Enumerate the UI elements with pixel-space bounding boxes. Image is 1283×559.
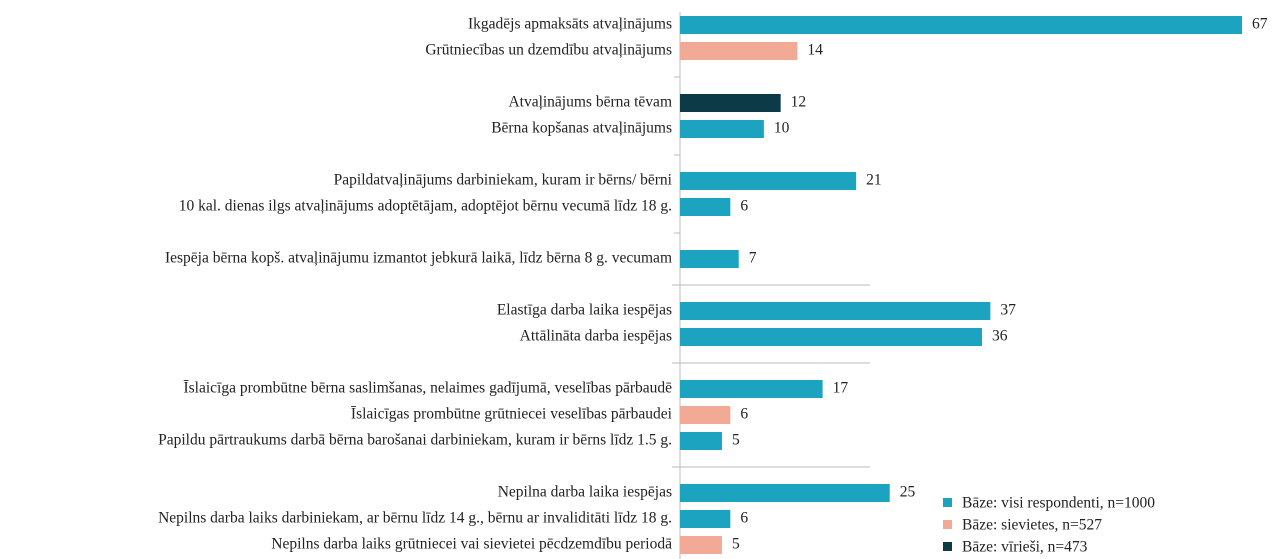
category-label: 10 kal. dienas ilgs atvaļinājums adoptēt… (179, 198, 672, 215)
category-label: Īslaicīga prombūtne bērna saslimšanas, n… (183, 380, 672, 397)
bar (680, 42, 798, 60)
value-label: 5 (732, 536, 740, 553)
bar (680, 250, 739, 268)
category-label: Attālināta darba iespējas (520, 328, 672, 345)
legend-swatch (943, 520, 952, 529)
value-label: 14 (807, 42, 823, 59)
value-label: 6 (740, 406, 748, 423)
value-label: 17 (833, 380, 849, 397)
category-label: Bērna kopšanas atvaļinājums (491, 120, 672, 137)
bar (680, 510, 731, 528)
value-label: 6 (740, 510, 748, 527)
category-label: Īslaicīgas prombūtne grūtniecei veselība… (351, 406, 673, 423)
bar (680, 328, 982, 346)
legend-label: Bāze: visi respondenti, n=1000 (962, 495, 1155, 512)
bar (680, 484, 890, 502)
category-label: Elastīga darba laika iespējas (497, 302, 672, 319)
legend-label: Bāze: sievietes, n=527 (962, 517, 1102, 534)
category-label: Iespēja bērna kopš. atvaļinājumu izmanto… (165, 250, 672, 267)
bar (680, 536, 722, 554)
value-label: 12 (791, 94, 807, 111)
legend-swatch (943, 542, 952, 551)
legend-label: Bāze: vīrieši, n=473 (962, 539, 1088, 556)
value-label: 7 (749, 250, 757, 267)
bar (680, 94, 781, 112)
category-label: Nepilna darba laika iespējas (498, 484, 672, 501)
value-label: 5 (732, 432, 740, 449)
category-label: Papildu pārtraukums darbā bērna barošana… (158, 432, 672, 449)
value-label: 10 (774, 120, 790, 137)
bar (680, 120, 764, 138)
value-label: 25 (900, 484, 916, 501)
category-label: Papildatvaļinājums darbiniekam, kuram ir… (334, 172, 673, 189)
value-label: 67 (1252, 16, 1268, 33)
bar (680, 380, 823, 398)
value-label: 6 (740, 198, 748, 215)
bar (680, 432, 722, 450)
category-label: Ikgadējs apmaksāts atvaļinājums (468, 16, 672, 33)
category-label: Grūtniecības un dzemdību atvaļinājums (425, 42, 672, 59)
value-label: 37 (1000, 302, 1016, 319)
bar (680, 406, 731, 424)
category-label: Atvaļinājums bērna tēvam (508, 94, 672, 111)
value-label: 36 (992, 328, 1008, 345)
bar (680, 172, 857, 190)
category-label: Nepilns darba laiks darbiniekam, ar bērn… (158, 510, 672, 527)
value-label: 21 (866, 172, 882, 189)
bar (680, 198, 731, 216)
bar (680, 16, 1242, 34)
bar (680, 302, 991, 320)
legend-swatch (943, 498, 952, 507)
category-label: Nepilns darba laiks grūtniecei vai sievi… (271, 536, 672, 553)
